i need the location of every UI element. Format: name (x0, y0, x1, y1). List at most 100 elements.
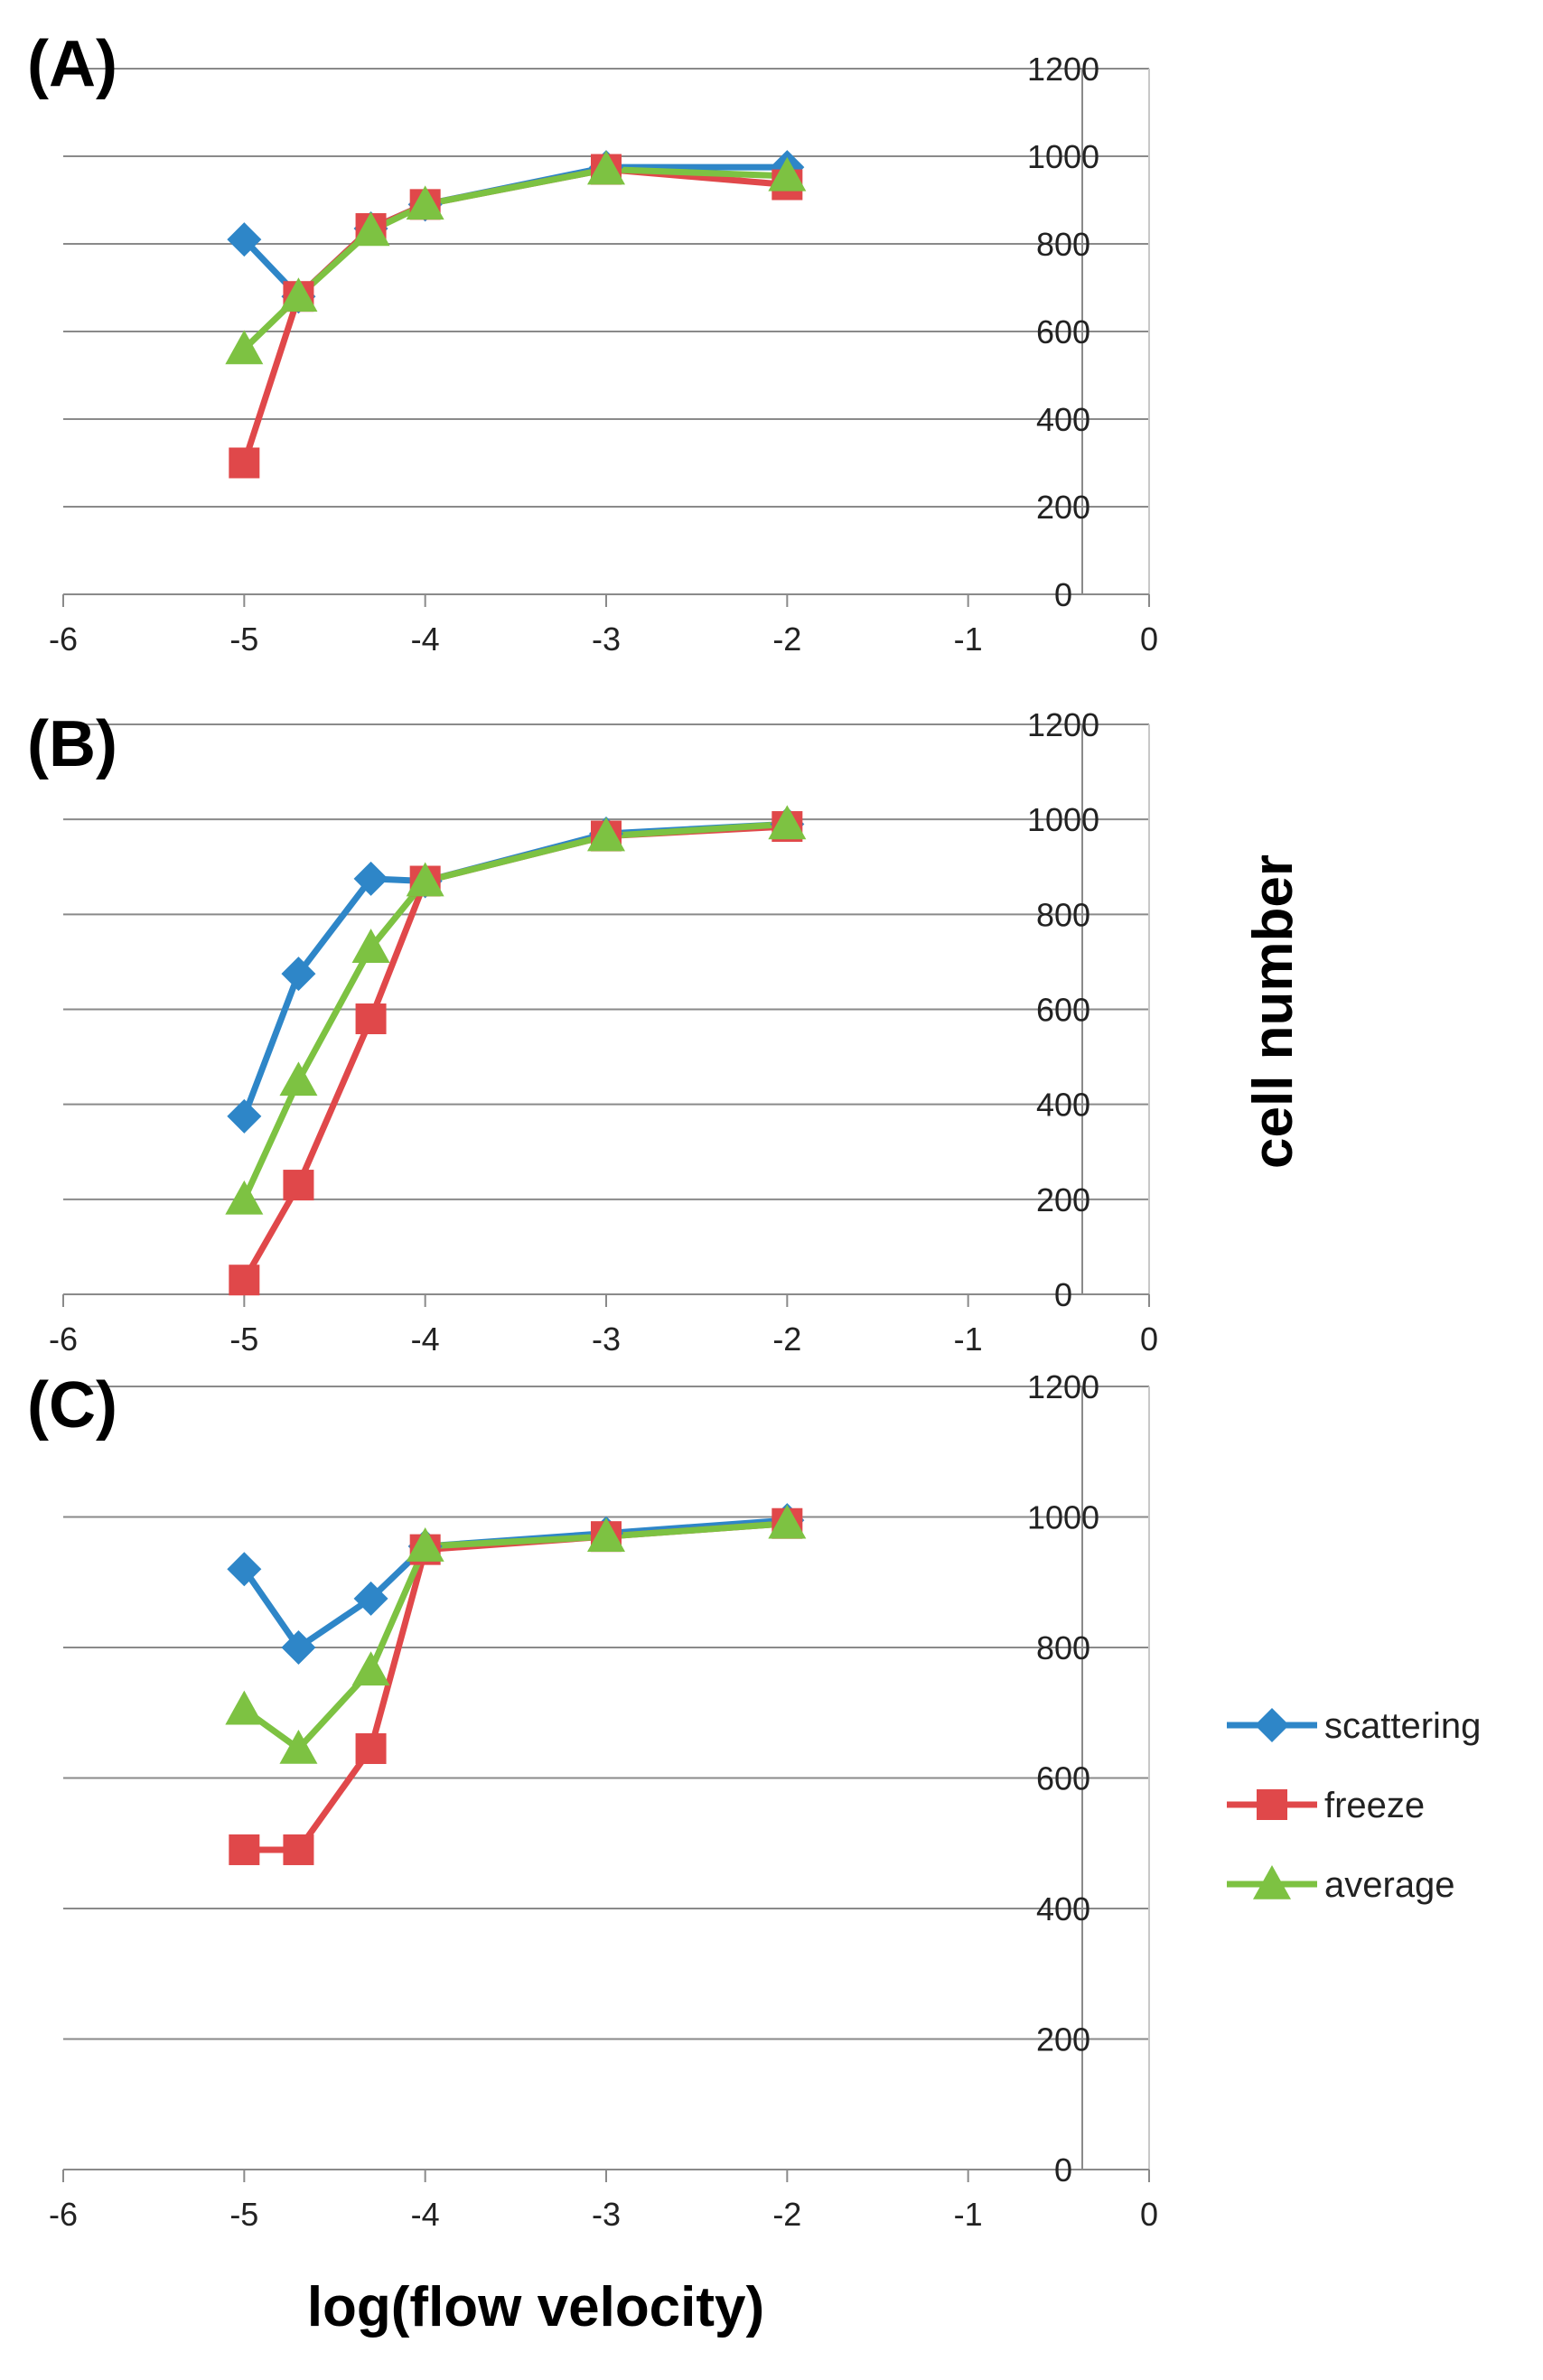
y-tick-label: 0 (1054, 576, 1072, 613)
data-point-average (279, 1061, 318, 1097)
legend-item-freeze: freeze (1227, 1786, 1425, 1825)
panel-label: (B) (27, 708, 117, 780)
x-tick-label: -3 (592, 621, 621, 658)
data-point-scattering (353, 1581, 388, 1616)
data-point-scattering (281, 957, 316, 992)
panel-label: (C) (27, 1369, 117, 1442)
y-tick-label: 800 (1036, 226, 1090, 263)
data-point-average (351, 1651, 390, 1686)
chart-panel-2: -6 -5 -4 -3 -2 -1 0 0 200 400 600 800 1000 1200 (B) (27, 706, 1158, 1358)
y-tick-label: 0 (1054, 1276, 1072, 1313)
data-point-average (279, 1729, 318, 1764)
data-point-average (587, 150, 625, 185)
y-tick-label: 1000 (1027, 138, 1099, 175)
y-tick-label: 400 (1036, 1087, 1090, 1124)
y-tick-label: 800 (1036, 896, 1090, 933)
data-point-average (279, 277, 318, 312)
x-tick-label: -5 (229, 2196, 258, 2233)
data-point-scattering (227, 1098, 262, 1134)
y-tick-label: 600 (1036, 992, 1090, 1029)
data-point-average (768, 156, 807, 191)
data-point-average (587, 1517, 625, 1552)
x-tick-label: -6 (49, 2196, 78, 2233)
legend-marker-triangle (1253, 1865, 1291, 1899)
data-point-average (587, 817, 625, 852)
y-tick-label: 400 (1036, 1890, 1090, 1927)
legend: scattering freeze average (1227, 1706, 1481, 1905)
data-point-average (351, 929, 390, 963)
data-point-scattering (281, 1630, 316, 1665)
x-tick-label: -2 (772, 621, 801, 658)
series-line-scattering (241, 1517, 788, 1651)
x-tick-label: -3 (592, 2196, 621, 2233)
data-point-scattering (227, 1552, 262, 1587)
data-point-freeze (355, 1732, 387, 1764)
x-tick-label: -6 (49, 1321, 78, 1358)
data-point-scattering (227, 222, 262, 257)
x-tick-label: 0 (1140, 2196, 1158, 2233)
data-point-average (225, 1180, 264, 1215)
data-point-average (406, 862, 444, 897)
legend-label: freeze (1324, 1786, 1425, 1825)
y-tick-label: 1200 (1027, 51, 1099, 88)
chart-panel-1: -6 -5 -4 -3 -2 -1 0 0 200 400 600 800 1000 1200 (A) (27, 28, 1158, 658)
x-tick-label: 0 (1140, 621, 1158, 658)
y-tick-label: 200 (1036, 489, 1090, 526)
data-point-average (225, 330, 264, 365)
data-point-freeze (355, 1003, 387, 1035)
x-tick-label: -3 (592, 1321, 621, 1358)
y-axis-title: cell number (1242, 854, 1305, 1169)
data-point-freeze (229, 1834, 260, 1865)
legend-marker-square (1257, 1789, 1287, 1820)
data-point-average (225, 1690, 264, 1725)
data-point-average (406, 1527, 444, 1562)
x-tick-label: -1 (954, 621, 983, 658)
y-tick-label: 200 (1036, 1181, 1090, 1218)
legend-marker-diamond (1255, 1708, 1289, 1742)
y-tick-label: 400 (1036, 401, 1090, 438)
data-point-freeze (283, 1834, 314, 1865)
x-tick-label: -4 (411, 1321, 440, 1358)
series-line-freeze (244, 1520, 788, 1853)
x-tick-label: -4 (411, 621, 440, 658)
series-line-average (241, 166, 788, 351)
panel-label: (A) (27, 28, 117, 100)
x-tick-label: 0 (1140, 1321, 1158, 1358)
legend-item-scattering: scattering (1227, 1706, 1481, 1746)
data-point-freeze (283, 1170, 314, 1201)
series-line-average (242, 1520, 788, 1752)
x-tick-label: -2 (772, 1321, 801, 1358)
data-point-average (406, 185, 444, 220)
data-point-freeze (229, 447, 260, 479)
data-point-average (768, 1504, 807, 1539)
y-tick-label: 200 (1036, 2021, 1090, 2058)
series-line-average (241, 820, 788, 1201)
x-tick-label: -5 (229, 1321, 258, 1358)
y-tick-label: 600 (1036, 1760, 1090, 1797)
y-tick-label: 1000 (1027, 1499, 1099, 1536)
data-point-freeze (229, 1265, 260, 1296)
y-tick-label: 800 (1036, 1629, 1090, 1666)
series-line-scattering (241, 820, 788, 1118)
y-tick-label: 1200 (1027, 706, 1099, 743)
y-tick-label: 1000 (1027, 801, 1099, 838)
y-tick-label: 1200 (1027, 1368, 1099, 1405)
data-point-scattering (353, 861, 388, 896)
x-tick-label: -6 (49, 621, 78, 658)
y-tick-label: 0 (1054, 2151, 1072, 2189)
x-axis-title: log(flow velocity) (307, 2276, 764, 2338)
x-tick-label: -4 (411, 2196, 440, 2233)
x-tick-label: -1 (954, 2196, 983, 2233)
y-tick-label: 600 (1036, 313, 1090, 350)
legend-item-average: average (1227, 1865, 1455, 1905)
series-line-freeze (241, 823, 788, 1282)
data-point-average (351, 211, 390, 247)
x-tick-label: -1 (954, 1321, 983, 1358)
chart-panel-3: -6 -5 -4 -3 -2 -1 0 0 200 400 600 800 1000 1200 (C) (27, 1368, 1158, 2233)
data-point-average (768, 805, 807, 840)
x-tick-label: -5 (229, 621, 258, 658)
legend-label: average (1324, 1865, 1455, 1905)
legend-label: scattering (1324, 1706, 1481, 1746)
x-tick-label: -2 (772, 2196, 801, 2233)
